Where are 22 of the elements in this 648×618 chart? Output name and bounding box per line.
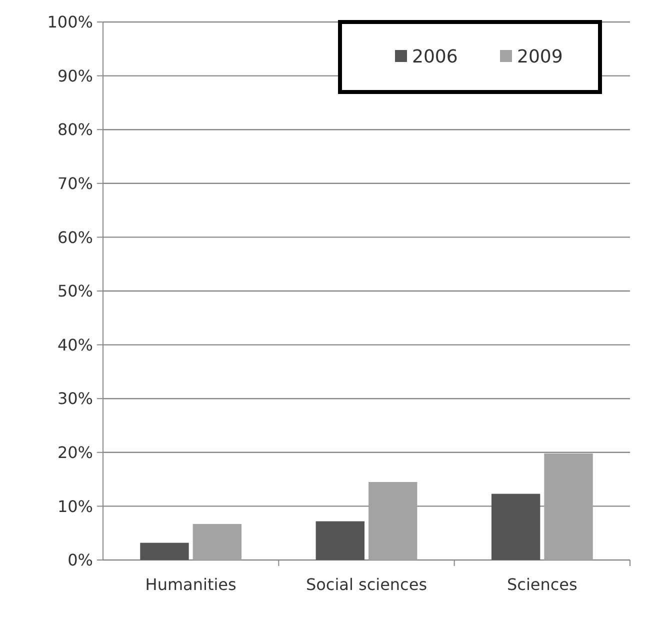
y-tick-label: 90%	[57, 66, 93, 86]
y-tick-label: 0%	[68, 550, 93, 570]
y-tick-label: 80%	[57, 120, 93, 140]
y-tick-label: 20%	[57, 443, 93, 462]
bar	[140, 542, 189, 560]
legend-label: 2009	[517, 46, 563, 68]
y-tick-label: 30%	[57, 389, 93, 408]
y-tick-label: 60%	[57, 228, 93, 247]
bar	[316, 521, 364, 560]
legend-label: 2006	[412, 46, 458, 68]
bar	[368, 482, 418, 560]
x-tick-label: Sciences	[506, 575, 578, 594]
y-tick-label: 40%	[57, 335, 93, 354]
y-tick-label: 70%	[57, 174, 93, 193]
bar	[192, 524, 242, 560]
bar	[544, 453, 593, 560]
y-tick-label: 100%	[47, 12, 93, 32]
x-tick-label: Humanities	[145, 575, 236, 594]
y-tick-label: 10%	[57, 496, 93, 516]
x-tick-label: Social sciences	[306, 575, 428, 594]
bar	[491, 494, 540, 560]
y-tick-label: 50%	[57, 282, 93, 301]
